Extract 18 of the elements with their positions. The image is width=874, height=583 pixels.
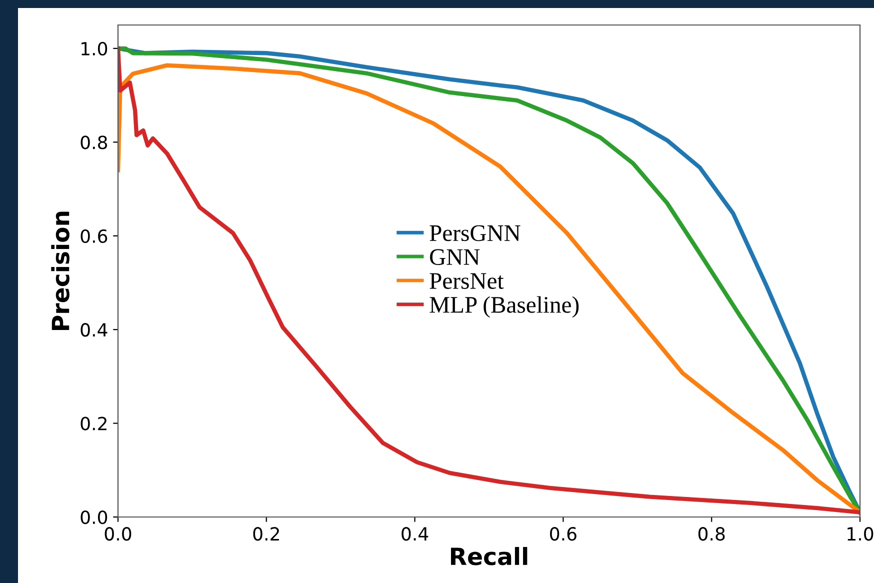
x-tick-label: 0.8: [698, 527, 725, 541]
y-tick-label: 0.2: [80, 416, 106, 430]
y-tick-label: 0.4: [80, 323, 108, 337]
x-tick-label: 1.0: [848, 527, 874, 541]
legend-label: GNN: [430, 249, 480, 266]
x-tick-label: 0.4: [402, 527, 428, 541]
y-tick-label: 0.8: [80, 136, 108, 150]
y-tick-label: 0.6: [80, 229, 108, 243]
legend-label: PersNet: [430, 273, 504, 289]
y-tick-label: 1.0: [82, 42, 108, 56]
x-tick-label: 0.0: [104, 527, 132, 541]
x-tick-label: 0.2: [253, 527, 279, 541]
y-tick-label: 0.0: [80, 510, 108, 524]
x-axis-title: Recall: [451, 546, 528, 566]
y-axis-title: Precision: [51, 212, 70, 330]
legend-label: MLP (Baseline): [430, 296, 579, 318]
x-tick-label: 0.6: [550, 527, 576, 541]
legend-label: PersGNN: [430, 225, 520, 242]
